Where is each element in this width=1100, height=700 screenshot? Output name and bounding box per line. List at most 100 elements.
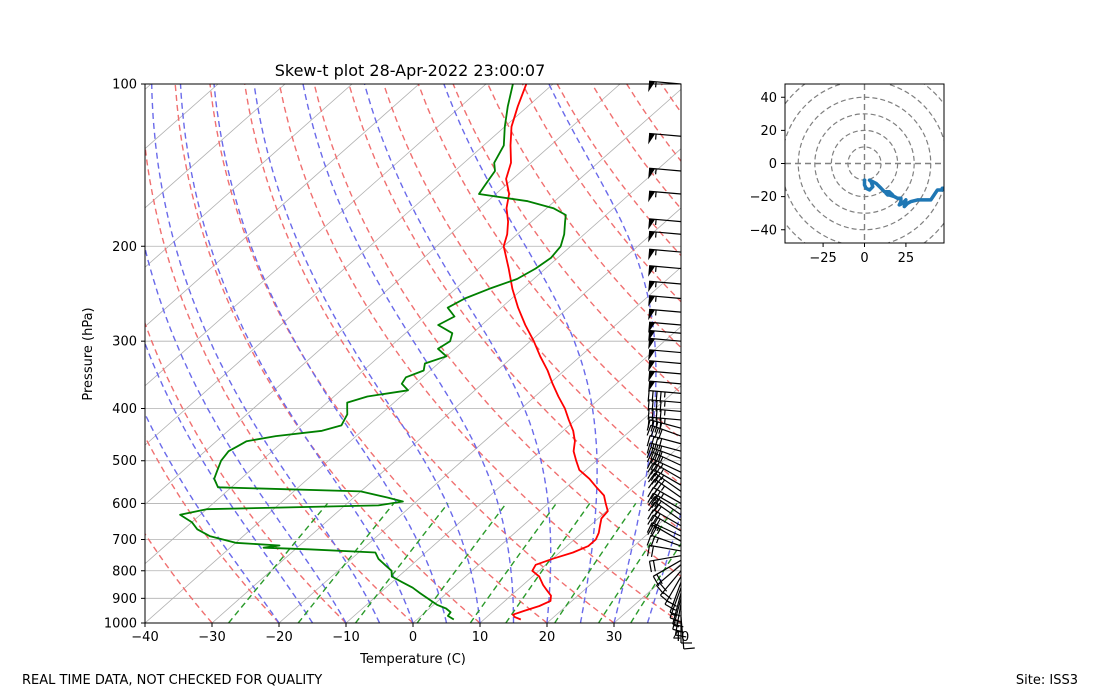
isotherm-line <box>680 622 681 623</box>
isotherm-line <box>145 84 420 328</box>
hodograph-y-tick-label: −20 <box>750 190 777 205</box>
x-axis-label: Temperature (C) <box>359 652 466 667</box>
wind-barb <box>648 132 682 145</box>
wind-barb-flag <box>647 501 656 512</box>
wind-barb-flag <box>654 449 660 461</box>
wind-barb-staff <box>672 592 682 625</box>
wind-barb-staff <box>649 442 682 452</box>
mixing-ratio-line <box>416 502 507 623</box>
wind-barb-flag <box>646 522 653 533</box>
dry-adiabat-line <box>145 139 414 623</box>
wind-barb-flag <box>646 451 653 463</box>
wind-barb-pennant <box>648 218 656 230</box>
wind-barb-flag <box>647 408 650 420</box>
moist-adiabat-line <box>646 510 681 623</box>
wind-barb-staff <box>669 587 682 618</box>
wind-barb <box>646 534 682 548</box>
dry-adiabat-line <box>452 84 681 395</box>
wind-barb <box>647 468 682 486</box>
y-tick-label: 500 <box>112 454 137 469</box>
x-tick-label: −30 <box>198 630 225 645</box>
wind-barb-flag <box>655 409 658 421</box>
hodograph-y-tick-label: 20 <box>760 124 777 139</box>
wind-barb-flag <box>648 561 652 573</box>
mixing-ratio-line <box>554 503 637 623</box>
wind-barb-staff <box>649 308 682 313</box>
wind-barb-staff <box>652 468 682 486</box>
hodograph-x-tick-label: −25 <box>809 251 836 266</box>
wind-barb <box>648 190 682 203</box>
hodograph-x-tick-label: 0 <box>860 251 868 266</box>
wind-barb-half-flag <box>671 607 677 611</box>
wind-barb-staff <box>650 446 682 459</box>
wind-barb-pennant <box>648 295 656 307</box>
wind-barb-flag <box>647 514 654 525</box>
isotherm-line <box>145 84 353 268</box>
dry-adiabat-line <box>209 84 548 623</box>
wind-barb-pennant <box>648 265 656 277</box>
moist-adiabat-line <box>145 341 314 623</box>
y-tick-label: 700 <box>112 533 137 548</box>
mixing-ratio-line <box>228 502 329 623</box>
wind-barb-half-flag <box>660 468 665 474</box>
hodograph-y-tick-label: −40 <box>750 223 777 238</box>
wind-barb-pennant <box>648 371 656 383</box>
wind-barb <box>646 544 682 558</box>
wind-barb-staff <box>669 581 682 613</box>
wind-barb-flag <box>646 447 652 458</box>
wind-barb <box>648 280 682 293</box>
moist-adiabat-line <box>302 84 515 623</box>
moist-adiabat-line <box>151 84 381 623</box>
wind-barb-staff <box>649 419 682 429</box>
mixing-ratio-line <box>297 502 395 623</box>
wind-barb-staff <box>651 451 682 466</box>
x-tick-label: 20 <box>539 630 556 645</box>
wind-barb-staff <box>674 603 682 636</box>
wind-barb-pennant <box>648 381 656 393</box>
wind-barb <box>648 555 682 573</box>
y-tick-label: 1000 <box>104 617 137 632</box>
moist-adiabat-line <box>363 84 552 623</box>
wind-barb-staff <box>680 617 685 650</box>
dry-adiabat-line <box>731 84 1100 623</box>
wind-barb-flag <box>650 460 657 471</box>
y-tick-label: 400 <box>112 402 137 417</box>
hodograph-chart: −25 0 25 −40 −20 0 20 40 <box>750 83 945 266</box>
wind-barb-flag <box>647 496 656 506</box>
wind-barb <box>646 446 682 463</box>
wind-barb <box>680 617 695 650</box>
wind-barb-flag <box>650 511 658 522</box>
wind-barb-flag <box>646 424 652 436</box>
wind-barb-staff <box>654 478 682 498</box>
wind-barb-flag <box>654 506 662 516</box>
skew-t-chart: Skew-t plot 28-Apr-2022 23:00:07 −40 −30 −… <box>81 61 1100 667</box>
isotherm-line <box>145 84 621 505</box>
x-tick-label: 30 <box>606 630 623 645</box>
wind-barb <box>647 514 682 532</box>
wind-barb-pennant <box>648 81 656 93</box>
wind-barb-staff <box>650 424 682 437</box>
wind-barb-staff <box>654 501 682 521</box>
moist-adiabat-line <box>213 84 448 623</box>
moist-adiabat-line <box>548 84 657 623</box>
mixing-ratio-line <box>469 502 557 623</box>
moist-adiabat-line <box>145 412 280 623</box>
wind-barb <box>648 218 682 230</box>
wind-barb-staff <box>654 495 682 516</box>
hodograph-range-ring <box>814 113 915 214</box>
dewpoint-profile <box>179 84 567 621</box>
dry-adiabat-line <box>174 84 481 623</box>
wind-barb <box>648 167 682 180</box>
isotherm-line <box>479 444 681 623</box>
wind-barb <box>647 509 682 527</box>
dry-adiabat-line <box>278 84 681 623</box>
wind-barb-staff <box>664 576 682 605</box>
dry-adiabat-line <box>591 84 681 210</box>
wind-barb-staff <box>652 559 682 577</box>
isotherm-line <box>546 503 681 623</box>
wind-barb-flag <box>654 472 661 484</box>
wind-barb-staff <box>649 434 682 445</box>
wind-barb-flag <box>647 524 654 536</box>
y-tick-label: 600 <box>112 497 137 512</box>
wind-barb-flag <box>647 399 650 411</box>
